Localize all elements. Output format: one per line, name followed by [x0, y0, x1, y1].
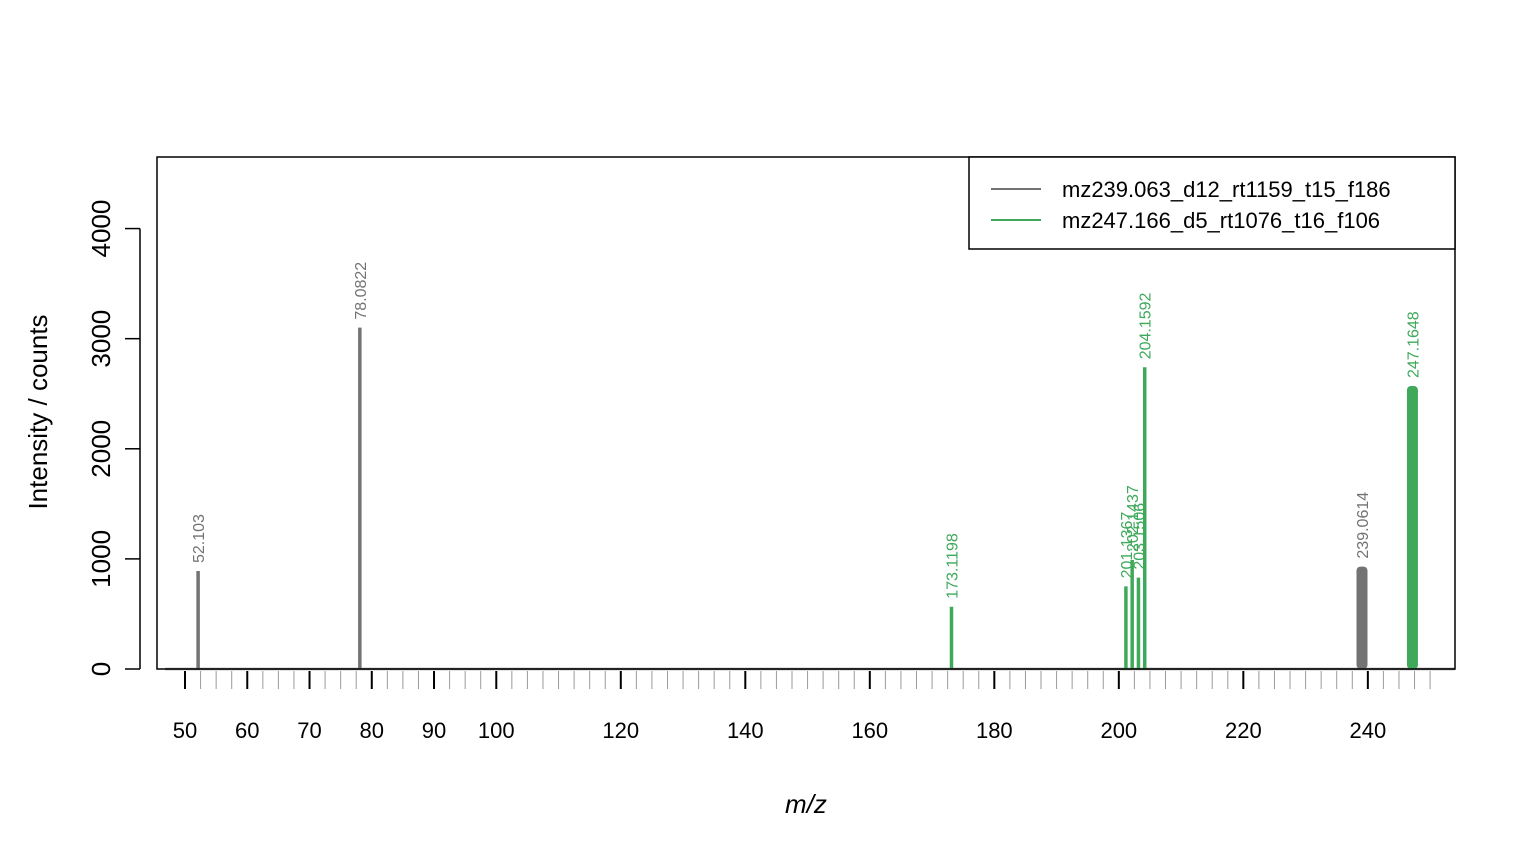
peak-label: 202.1437	[1125, 485, 1142, 552]
x-tick-label: 90	[422, 718, 446, 743]
legend-entry-label: mz247.166_d5_rt1076_t16_f106	[1062, 208, 1380, 233]
axes-layer: 0 1000 2000 3000 4000 50 60 70 80 90 100 120 140 160 1…	[86, 200, 1431, 743]
peak-label: 247.1648	[1405, 311, 1422, 378]
peaks-layer	[165, 327, 1455, 671]
x-tick-label: 140	[727, 718, 764, 743]
legend-box	[968, 156, 1456, 250]
legend-entry-label: mz239.063_d12_rt1159_t15_f186	[1062, 177, 1391, 202]
x-tick-label: 80	[360, 718, 384, 743]
x-tick-label: 50	[173, 718, 197, 743]
peak-label: 239.0614	[1355, 492, 1372, 559]
x-tick-label: 100	[478, 718, 515, 743]
legend: mz239.063_d12_rt1159_t15_f186 mz247.166_d…	[968, 156, 1456, 250]
peak-label: 203.1506	[1131, 503, 1148, 570]
x-tick-label: 160	[851, 718, 888, 743]
x-tick-label: 180	[976, 718, 1013, 743]
y-tick-label: 3000	[86, 310, 116, 368]
x-tick-label: 200	[1100, 718, 1137, 743]
peak-bar	[1356, 566, 1368, 669]
x-tick-label: 70	[297, 718, 321, 743]
x-tick-label: 220	[1225, 718, 1262, 743]
peak-label: 201.1367	[1119, 512, 1136, 579]
plot-frame	[156, 156, 1456, 670]
peak-label: 52.103	[191, 514, 208, 563]
y-tick-label: 0	[86, 662, 116, 676]
x-tick-label: 240	[1349, 718, 1386, 743]
peak-label: 204.1592	[1138, 292, 1155, 359]
peak-labels-layer: 52.103 78.0822 239.0614 173.1198 201.1367202…	[191, 262, 1422, 599]
y-tick-label: 1000	[86, 530, 116, 588]
x-tick-label: 60	[235, 718, 259, 743]
x-tick-label: 120	[602, 718, 639, 743]
y-axis-title: Intensity / counts	[23, 314, 53, 509]
y-tick-label: 2000	[86, 420, 116, 478]
x-axis-title: m/z	[785, 789, 827, 819]
y-tick-label: 4000	[86, 200, 116, 258]
peak-label: 78.0822	[353, 262, 370, 320]
peak-bar	[1406, 386, 1418, 669]
peak-label: 173.1198	[944, 533, 961, 599]
